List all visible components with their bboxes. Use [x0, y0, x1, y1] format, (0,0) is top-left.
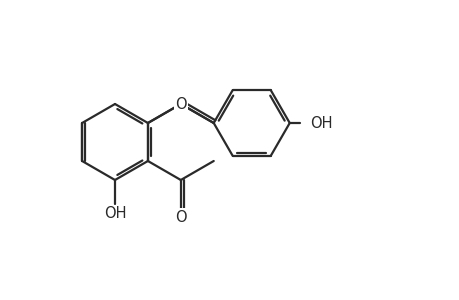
- Text: OH: OH: [309, 116, 331, 130]
- Text: O: O: [174, 97, 186, 112]
- Text: OH: OH: [104, 206, 126, 221]
- Text: O: O: [174, 209, 186, 224]
